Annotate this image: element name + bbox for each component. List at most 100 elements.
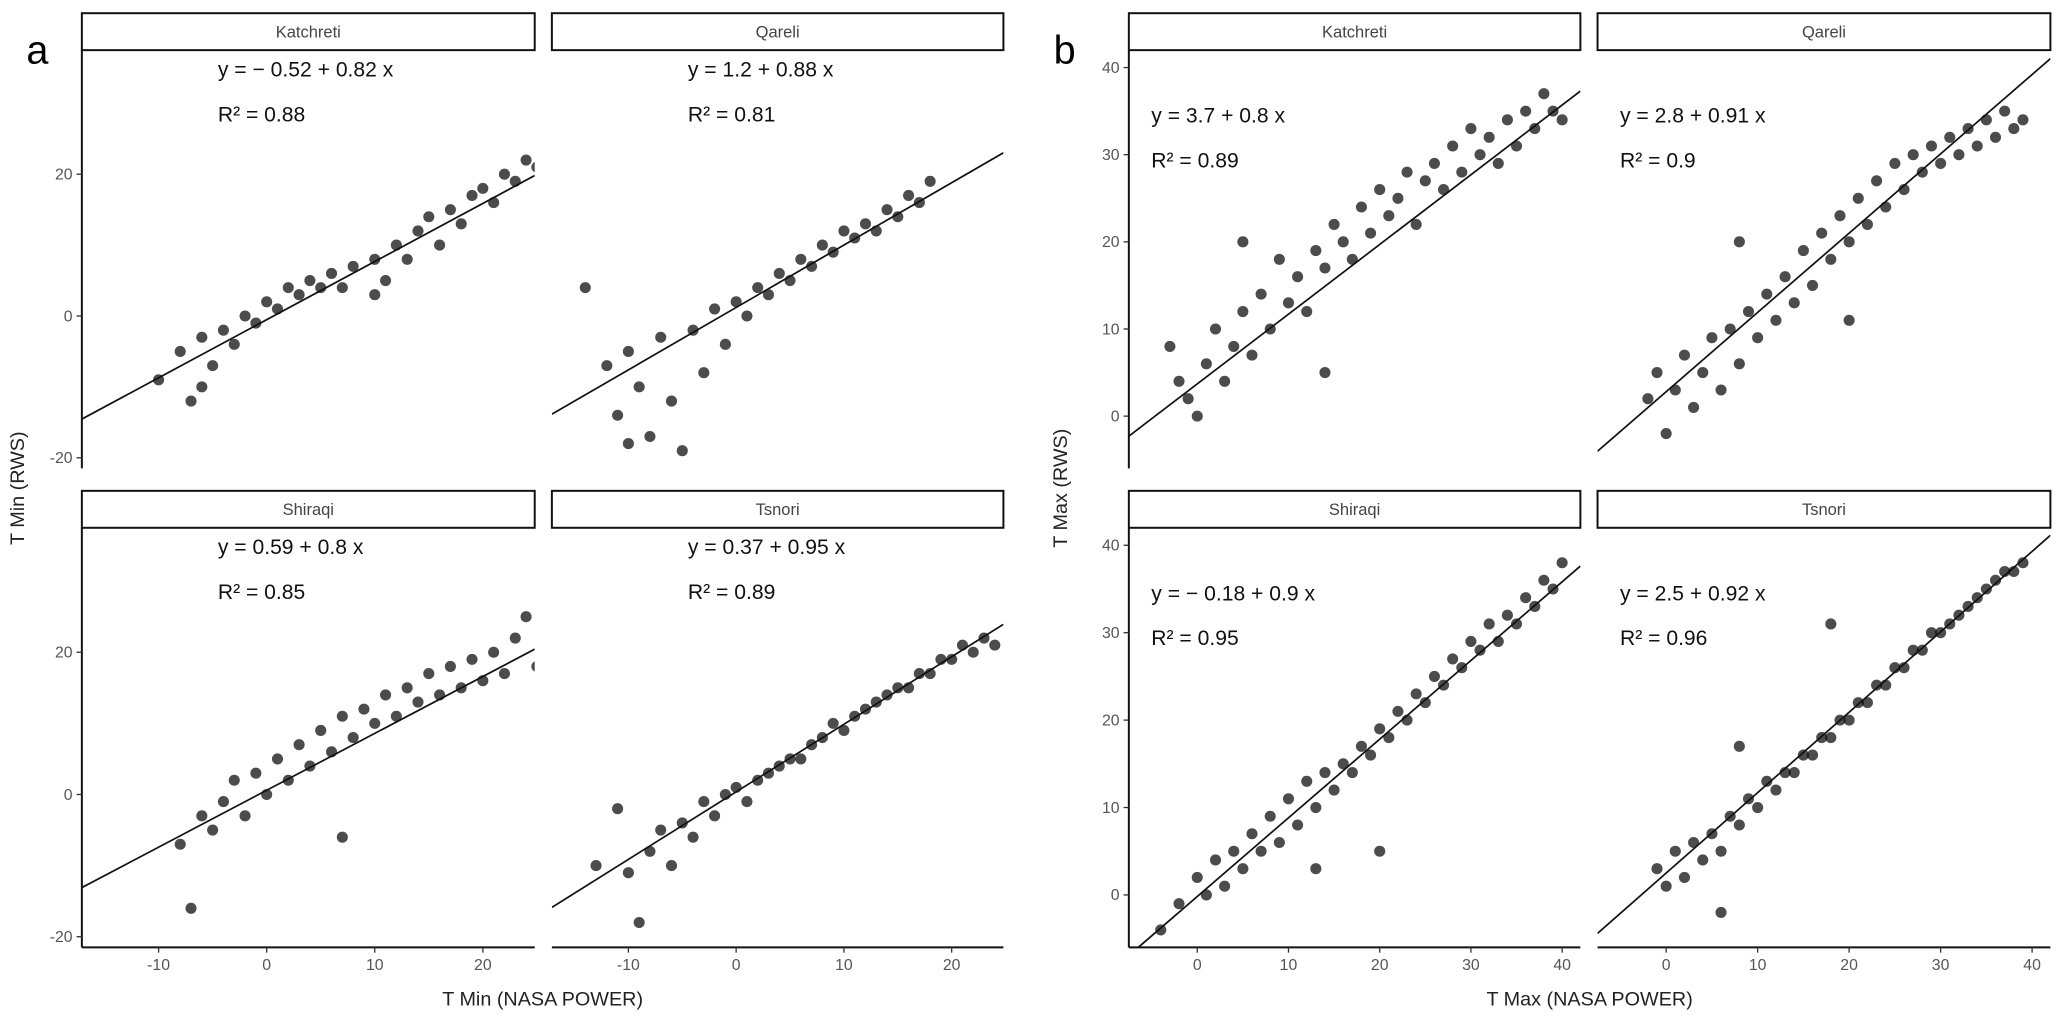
data-point <box>1825 253 1837 265</box>
data-point <box>423 211 435 223</box>
data-point <box>1678 871 1690 883</box>
data-point <box>1173 375 1185 387</box>
data-point <box>1328 784 1340 796</box>
data-point <box>196 331 208 343</box>
data-point <box>477 182 489 194</box>
facet-strip <box>550 12 1005 52</box>
regression-equation: y = − 0.52 + 0.82 x <box>218 59 394 82</box>
data-point <box>1715 384 1727 396</box>
data-point <box>2008 123 2020 135</box>
y-tick-label: 30 <box>1102 625 1120 642</box>
data-point <box>1752 801 1764 814</box>
data-point <box>185 902 197 914</box>
data-point <box>1319 262 1331 274</box>
data-point <box>1556 114 1568 126</box>
data-point <box>730 296 742 308</box>
data-point <box>633 381 645 393</box>
data-point <box>1761 775 1773 787</box>
data-point <box>1219 375 1231 387</box>
y-axis-title: T Max (RWS) <box>1050 429 1072 548</box>
data-point <box>520 154 532 166</box>
data-point <box>1806 279 1819 291</box>
data-point <box>1501 609 1513 621</box>
data-point <box>1474 149 1486 161</box>
data-point <box>1374 845 1386 857</box>
facet-strip <box>80 12 536 52</box>
x-tick-label: 0 <box>1193 957 1202 974</box>
data-point <box>924 668 936 680</box>
data-point <box>217 324 229 336</box>
x-tick-label: 10 <box>366 957 384 974</box>
data-point <box>1310 801 1322 814</box>
data-point <box>622 438 634 450</box>
facet-tsnori: Tsnori y = 0.37 + 0.95 x R² = 0.89 -10 0 10 20 <box>550 489 1005 974</box>
r-squared: R² = 0.95 <box>1151 627 1238 650</box>
data-point <box>709 303 721 315</box>
data-point <box>1770 314 1782 326</box>
data-point <box>217 796 229 808</box>
data-point <box>207 824 219 836</box>
data-point <box>1971 592 1983 604</box>
regression-line <box>551 623 1004 909</box>
points-layer <box>174 611 535 914</box>
facet-shiraqi: Shiraqi y = − 0.18 + 0.9 x R² = 0.95 0 10 20 3… <box>1102 489 1582 974</box>
facet-strip-label: Qareli <box>1802 24 1846 42</box>
data-point <box>1520 592 1532 604</box>
facet-qareli: Qareli y = 2.8 + 0.91 x R² = 0.9 <box>1596 12 2052 452</box>
data-point <box>924 175 936 187</box>
data-point <box>390 710 402 722</box>
facet-strip-label: Shiraqi <box>1329 501 1380 519</box>
data-point <box>1752 332 1764 344</box>
data-point <box>1401 166 1413 178</box>
y-tick-label: -20 <box>50 929 73 946</box>
x-tick-label: 10 <box>1749 957 1767 974</box>
data-point <box>1989 574 2002 586</box>
regression-equation: y = 3.7 + 0.8 x <box>1151 105 1285 128</box>
data-point <box>1733 819 1745 831</box>
data-point <box>1715 906 1727 918</box>
data-point <box>401 682 413 694</box>
regression-equation: y = 2.5 + 0.92 x <box>1620 582 1766 605</box>
data-point <box>1510 140 1523 152</box>
data-point <box>1346 253 1358 265</box>
regression-line <box>81 174 535 420</box>
r-squared: R² = 0.89 <box>688 581 775 604</box>
x-axis-title: T Max (NASA POWER) <box>1486 988 1692 1010</box>
data-point <box>1292 819 1304 831</box>
data-point <box>601 360 613 372</box>
data-point <box>1907 149 1919 161</box>
data-point <box>455 218 467 230</box>
data-point <box>967 646 979 658</box>
data-point <box>1392 705 1404 717</box>
data-point <box>1669 845 1681 857</box>
data-point <box>196 810 208 822</box>
y-tick-label: 40 <box>1102 60 1120 77</box>
data-point <box>1155 924 1167 936</box>
data-point <box>1410 688 1422 700</box>
data-point <box>1999 105 2011 117</box>
data-point <box>1843 714 1855 726</box>
data-point <box>1319 367 1331 379</box>
data-point <box>466 189 478 202</box>
data-point <box>1273 836 1285 849</box>
y-tick-label: 10 <box>1102 321 1120 338</box>
data-point <box>1337 236 1349 248</box>
data-point <box>1861 218 1873 230</box>
data-point <box>207 360 219 372</box>
data-point <box>1501 114 1513 126</box>
data-point <box>1733 358 1745 370</box>
data-point <box>859 218 872 230</box>
points-layer <box>590 632 1001 929</box>
data-point <box>1925 140 1938 152</box>
data-point <box>1779 271 1791 283</box>
data-point <box>271 303 284 315</box>
r-squared: R² = 0.9 <box>1620 150 1696 173</box>
data-point <box>665 860 678 872</box>
data-point <box>1843 314 1855 326</box>
data-point <box>1392 192 1404 204</box>
data-point <box>1355 740 1367 752</box>
data-point <box>531 162 535 173</box>
data-point <box>762 289 775 301</box>
data-point <box>1733 236 1745 248</box>
